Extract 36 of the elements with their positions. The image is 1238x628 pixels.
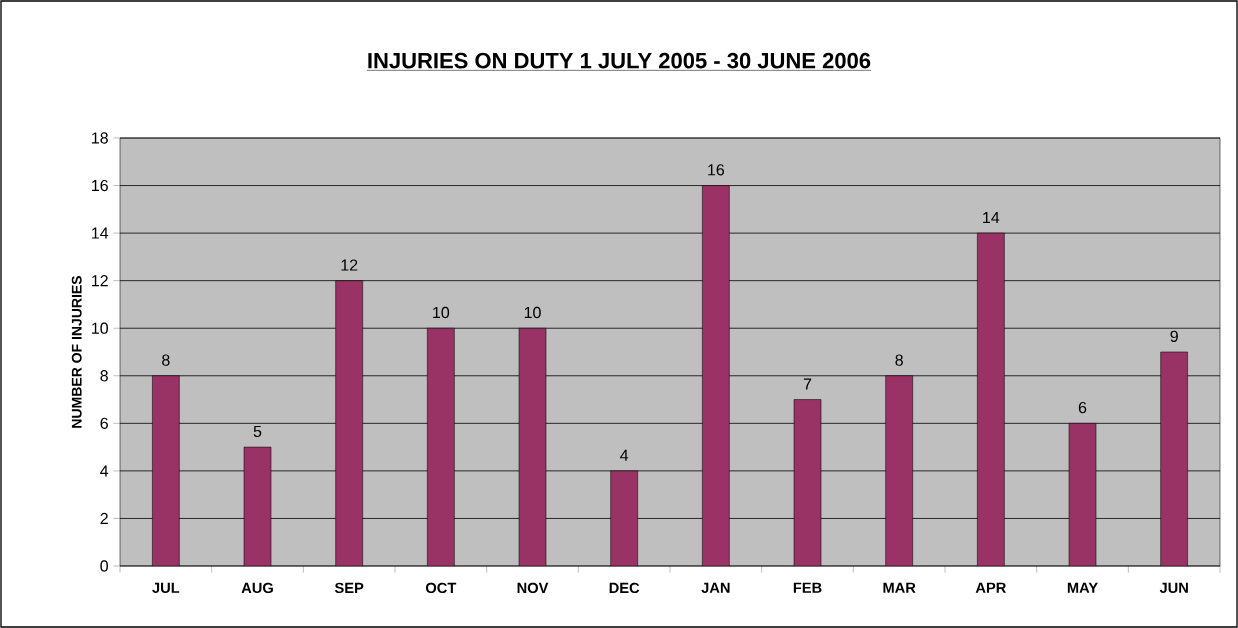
x-tick-label: DEC (609, 582, 640, 594)
data-label: 9 (1170, 330, 1178, 342)
x-tick-label: JUL (152, 582, 180, 593)
y-tick-label: 2 (100, 512, 108, 525)
x-tick-label: SEP (334, 582, 364, 594)
x-tick-label: NOV (517, 582, 549, 594)
x-tick-label: OCT (425, 582, 457, 594)
x-tick-label: FEB (793, 582, 822, 593)
x-tick-label: APR (975, 582, 1007, 593)
y-tick-label: 6 (100, 417, 108, 429)
x-tick-label: MAY (1067, 582, 1098, 593)
y-tick-label: 18 (92, 132, 108, 144)
y-tick-label: 12 (92, 275, 108, 287)
data-label: 5 (253, 425, 262, 438)
x-tick-label: JUN (1159, 582, 1188, 593)
data-label: 8 (162, 354, 170, 366)
data-label: 6 (1078, 401, 1087, 414)
data-label: 10 (433, 306, 450, 319)
x-tick-label: JAN (701, 582, 730, 593)
data-label: 7 (803, 378, 812, 390)
y-axis-title: NUMBER OF INJURIES (71, 275, 82, 428)
y-tick-label: 16 (92, 179, 108, 192)
data-label: 16 (708, 164, 725, 176)
y-tick-label: 4 (100, 465, 109, 477)
chart-title: INJURIES ON DUTY 1 JULY 2005 - 30 JUNE 2006 (368, 52, 871, 69)
data-label: 12 (341, 259, 358, 271)
y-tick-label: 0 (100, 560, 109, 572)
y-tick-label: 8 (100, 370, 108, 382)
x-tick-label: AUG (241, 582, 273, 594)
data-label: 8 (895, 354, 903, 366)
y-tick-label: 10 (92, 322, 108, 334)
y-tick-label: 14 (92, 227, 109, 239)
data-label: 4 (620, 449, 629, 461)
data-label: 10 (524, 306, 541, 319)
x-tick-label: MAR (883, 582, 916, 593)
data-label: 14 (983, 212, 1000, 224)
